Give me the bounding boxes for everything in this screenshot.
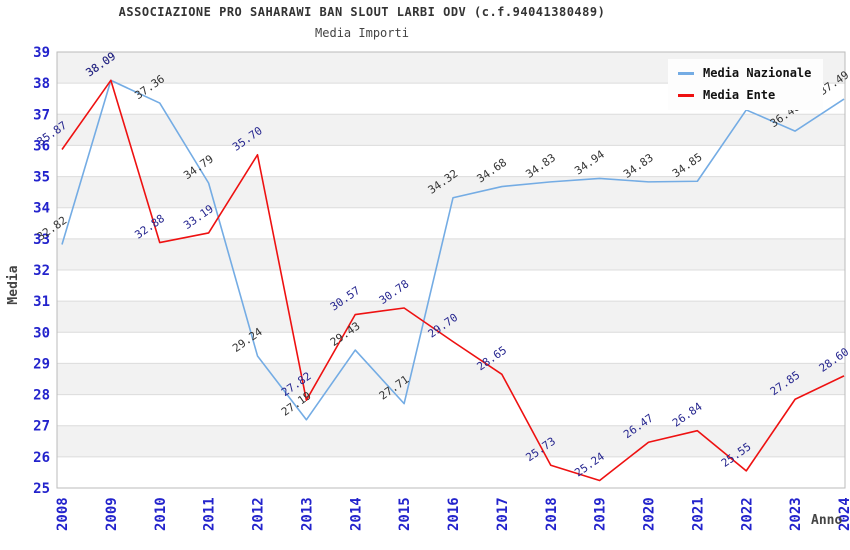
x-tick-label: 2016 <box>446 497 462 531</box>
x-tick-label: 2011 <box>202 497 218 531</box>
plot-band <box>57 176 845 208</box>
data-label: 32.88 <box>132 212 167 242</box>
x-tick-label: 2013 <box>299 497 315 531</box>
y-tick-label: 35 <box>33 170 50 186</box>
data-label: 34.85 <box>670 151 705 181</box>
y-tick-label: 31 <box>33 294 50 310</box>
y-tick-label: 26 <box>33 450 50 466</box>
plot-band <box>57 238 845 270</box>
legend-item-media-nazionale: Media Nazionale <box>678 66 811 80</box>
legend-label: Media Nazionale <box>703 66 812 80</box>
x-tick-label: 2024 <box>837 497 850 531</box>
line-swatch-icon <box>678 93 694 97</box>
plot-border <box>56 51 846 489</box>
y-tick-label: 37 <box>33 107 50 123</box>
x-tick-label: 2019 <box>593 497 609 531</box>
plot-band <box>57 301 845 333</box>
legend-label: Media Ente <box>703 88 776 102</box>
x-tick-label: 2018 <box>544 497 560 531</box>
y-tick-label: 25 <box>33 481 50 497</box>
x-tick-label: 2023 <box>788 497 804 531</box>
y-axis-title: Media <box>6 265 21 305</box>
x-tick-label: 2022 <box>739 497 755 531</box>
y-tick-label: 34 <box>33 201 50 217</box>
series-line-media-nazionale <box>61 79 845 421</box>
y-tick-label: 36 <box>33 138 50 154</box>
plot-band <box>57 363 845 395</box>
data-label: 26.84 <box>670 400 705 430</box>
x-tick-label: 2008 <box>55 497 71 531</box>
x-tick-label: 2020 <box>642 497 658 531</box>
plot-band <box>57 425 845 457</box>
chart-title: ASSOCIAZIONE PRO SAHARAWI BAN SLOUT LARB… <box>118 5 606 19</box>
y-tick-label: 39 <box>33 45 50 61</box>
chart-subtitle: Media Importi <box>315 26 409 40</box>
x-tick-label: 2017 <box>495 497 511 531</box>
x-tick-label: 2010 <box>153 497 169 531</box>
x-tick-label: 2014 <box>348 497 364 531</box>
plot-band <box>57 114 845 146</box>
series-line-media-ente <box>61 79 845 482</box>
data-label: 34.94 <box>572 148 607 178</box>
y-tick-label: 32 <box>33 263 50 279</box>
x-axis-title: Anno <box>811 513 843 528</box>
y-tick-label: 33 <box>33 232 50 248</box>
y-tick-label: 38 <box>33 76 50 92</box>
line-swatch-icon <box>678 71 694 75</box>
x-tick-label: 2021 <box>690 497 706 531</box>
y-tick-label: 30 <box>33 325 50 341</box>
x-tick-label: 2015 <box>397 497 413 531</box>
x-tick-label: 2009 <box>104 497 120 531</box>
legend: Media Nazionale Media Ente <box>668 59 824 110</box>
y-tick-label: 27 <box>33 419 50 435</box>
x-tick-label: 2012 <box>251 497 267 531</box>
y-tick-label: 29 <box>33 356 50 372</box>
y-tick-label: 28 <box>33 388 50 404</box>
legend-item-media-ente: Media Ente <box>678 88 811 102</box>
